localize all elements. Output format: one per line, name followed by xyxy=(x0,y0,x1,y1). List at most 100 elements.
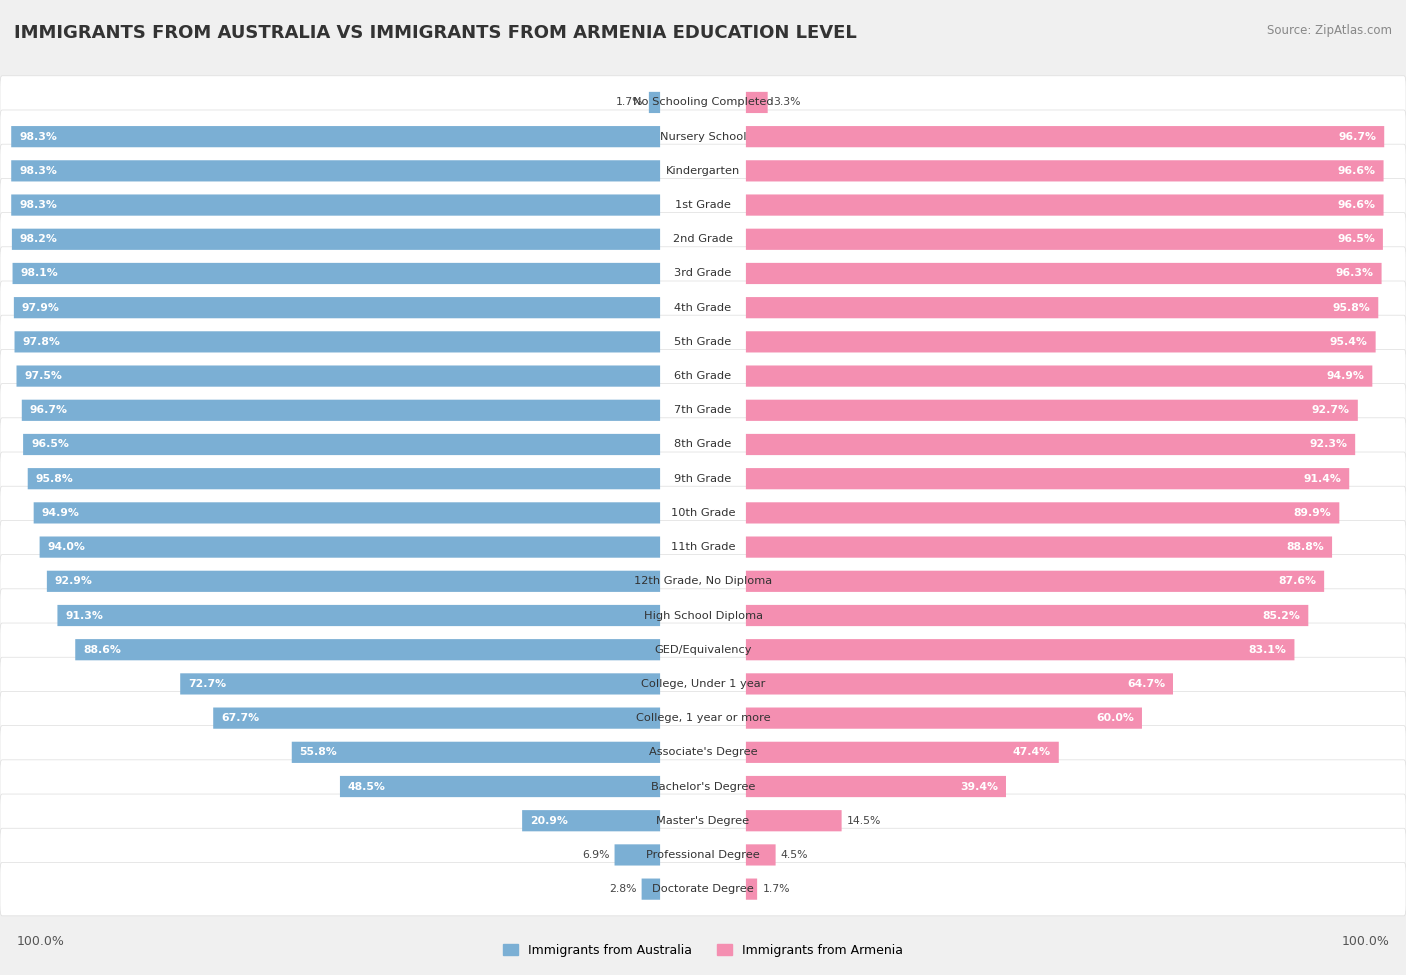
Text: High School Diploma: High School Diploma xyxy=(644,610,762,620)
Text: 91.3%: 91.3% xyxy=(65,610,103,620)
FancyBboxPatch shape xyxy=(747,502,1340,524)
Text: 2.8%: 2.8% xyxy=(609,884,637,894)
Text: 96.5%: 96.5% xyxy=(1337,234,1375,245)
FancyBboxPatch shape xyxy=(747,126,1385,147)
Text: 96.6%: 96.6% xyxy=(1337,166,1375,175)
FancyBboxPatch shape xyxy=(46,570,659,592)
FancyBboxPatch shape xyxy=(0,555,1406,608)
FancyBboxPatch shape xyxy=(0,794,1406,847)
FancyBboxPatch shape xyxy=(0,144,1406,198)
Text: 1.7%: 1.7% xyxy=(762,884,790,894)
Text: 8th Grade: 8th Grade xyxy=(675,440,731,449)
Text: 48.5%: 48.5% xyxy=(347,782,385,792)
Text: Bachelor's Degree: Bachelor's Degree xyxy=(651,782,755,792)
FancyBboxPatch shape xyxy=(0,452,1406,505)
Text: College, 1 year or more: College, 1 year or more xyxy=(636,713,770,723)
Text: 94.9%: 94.9% xyxy=(42,508,80,518)
FancyBboxPatch shape xyxy=(0,383,1406,437)
Text: Nursery School: Nursery School xyxy=(659,132,747,141)
Text: 96.6%: 96.6% xyxy=(1337,200,1375,210)
Text: 60.0%: 60.0% xyxy=(1097,713,1135,723)
Text: 39.4%: 39.4% xyxy=(960,782,998,792)
FancyBboxPatch shape xyxy=(747,604,1309,626)
Text: 98.3%: 98.3% xyxy=(20,200,58,210)
Text: 14.5%: 14.5% xyxy=(846,816,882,826)
Text: Professional Degree: Professional Degree xyxy=(647,850,759,860)
Text: 88.6%: 88.6% xyxy=(83,644,121,654)
FancyBboxPatch shape xyxy=(14,332,659,353)
FancyBboxPatch shape xyxy=(747,366,1372,387)
FancyBboxPatch shape xyxy=(747,639,1295,660)
Text: 6th Grade: 6th Grade xyxy=(675,371,731,381)
Text: 97.8%: 97.8% xyxy=(22,337,60,347)
Text: 12th Grade, No Diploma: 12th Grade, No Diploma xyxy=(634,576,772,586)
FancyBboxPatch shape xyxy=(747,742,1059,762)
FancyBboxPatch shape xyxy=(641,878,659,900)
FancyBboxPatch shape xyxy=(747,570,1324,592)
Text: 95.8%: 95.8% xyxy=(1333,302,1371,313)
FancyBboxPatch shape xyxy=(0,213,1406,266)
FancyBboxPatch shape xyxy=(0,828,1406,881)
Text: 95.4%: 95.4% xyxy=(1330,337,1368,347)
FancyBboxPatch shape xyxy=(340,776,659,798)
FancyBboxPatch shape xyxy=(747,297,1378,318)
FancyBboxPatch shape xyxy=(11,126,659,147)
Text: 10th Grade: 10th Grade xyxy=(671,508,735,518)
Text: 98.2%: 98.2% xyxy=(20,234,58,245)
Text: No Schooling Completed: No Schooling Completed xyxy=(633,98,773,107)
Text: 1st Grade: 1st Grade xyxy=(675,200,731,210)
FancyBboxPatch shape xyxy=(0,349,1406,403)
FancyBboxPatch shape xyxy=(747,434,1355,455)
Text: Source: ZipAtlas.com: Source: ZipAtlas.com xyxy=(1267,24,1392,37)
FancyBboxPatch shape xyxy=(747,332,1375,353)
FancyBboxPatch shape xyxy=(747,468,1350,489)
Text: College, Under 1 year: College, Under 1 year xyxy=(641,679,765,689)
Text: 100.0%: 100.0% xyxy=(17,935,65,948)
Text: 97.9%: 97.9% xyxy=(21,302,59,313)
Text: 96.5%: 96.5% xyxy=(31,440,69,449)
Text: 55.8%: 55.8% xyxy=(299,747,337,758)
Text: 6.9%: 6.9% xyxy=(582,850,609,860)
FancyBboxPatch shape xyxy=(58,604,659,626)
FancyBboxPatch shape xyxy=(22,434,659,455)
FancyBboxPatch shape xyxy=(747,708,1142,728)
FancyBboxPatch shape xyxy=(0,315,1406,369)
FancyBboxPatch shape xyxy=(747,536,1331,558)
Text: 96.3%: 96.3% xyxy=(1336,268,1374,279)
FancyBboxPatch shape xyxy=(0,281,1406,334)
FancyBboxPatch shape xyxy=(0,247,1406,300)
FancyBboxPatch shape xyxy=(214,708,659,728)
FancyBboxPatch shape xyxy=(17,366,659,387)
FancyBboxPatch shape xyxy=(747,400,1358,421)
Text: Doctorate Degree: Doctorate Degree xyxy=(652,884,754,894)
Text: 4th Grade: 4th Grade xyxy=(675,302,731,313)
Text: 2nd Grade: 2nd Grade xyxy=(673,234,733,245)
Text: 92.9%: 92.9% xyxy=(55,576,93,586)
FancyBboxPatch shape xyxy=(522,810,659,832)
FancyBboxPatch shape xyxy=(11,194,659,215)
FancyBboxPatch shape xyxy=(747,776,1005,798)
FancyBboxPatch shape xyxy=(747,878,756,900)
Text: 1.7%: 1.7% xyxy=(616,98,644,107)
FancyBboxPatch shape xyxy=(0,725,1406,779)
FancyBboxPatch shape xyxy=(292,742,659,762)
FancyBboxPatch shape xyxy=(747,263,1382,284)
Text: 3rd Grade: 3rd Grade xyxy=(675,268,731,279)
Text: 96.7%: 96.7% xyxy=(30,406,67,415)
FancyBboxPatch shape xyxy=(747,160,1384,181)
Text: 9th Grade: 9th Grade xyxy=(675,474,731,484)
Text: 94.0%: 94.0% xyxy=(48,542,86,552)
FancyBboxPatch shape xyxy=(0,178,1406,232)
FancyBboxPatch shape xyxy=(0,623,1406,677)
Text: Associate's Degree: Associate's Degree xyxy=(648,747,758,758)
Text: 11th Grade: 11th Grade xyxy=(671,542,735,552)
FancyBboxPatch shape xyxy=(747,229,1384,250)
FancyBboxPatch shape xyxy=(0,863,1406,916)
Text: 64.7%: 64.7% xyxy=(1128,679,1166,689)
Text: 97.5%: 97.5% xyxy=(24,371,62,381)
FancyBboxPatch shape xyxy=(614,844,659,866)
Text: IMMIGRANTS FROM AUSTRALIA VS IMMIGRANTS FROM ARMENIA EDUCATION LEVEL: IMMIGRANTS FROM AUSTRALIA VS IMMIGRANTS … xyxy=(14,24,856,42)
FancyBboxPatch shape xyxy=(747,674,1173,694)
FancyBboxPatch shape xyxy=(14,297,659,318)
Text: 98.3%: 98.3% xyxy=(20,132,58,141)
